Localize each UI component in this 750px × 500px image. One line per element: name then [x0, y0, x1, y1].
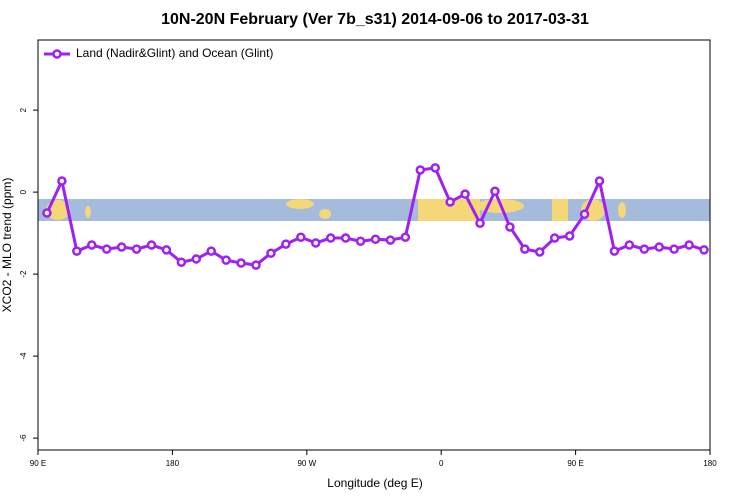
map-band	[38, 199, 710, 221]
legend-label: Land (Nadir&Glint) and Ocean (Glint)	[76, 46, 273, 60]
data-point	[206, 246, 216, 256]
data-point	[42, 208, 52, 218]
data-point	[579, 209, 590, 219]
data-point	[161, 245, 172, 255]
data-point	[191, 254, 202, 264]
data-point	[281, 239, 291, 249]
data-point	[176, 257, 187, 267]
data-point	[87, 240, 97, 250]
data-point	[430, 163, 440, 173]
data-point	[609, 246, 620, 256]
data-point	[460, 189, 470, 199]
data-point	[520, 244, 530, 254]
y-tick-label: 0	[19, 189, 28, 194]
y-tick-label: 2	[19, 107, 28, 112]
data-point	[490, 186, 500, 197]
x-tick-label: 90 E	[567, 459, 583, 468]
data-point	[325, 233, 336, 243]
data-point	[505, 222, 515, 232]
x-tick-label: 180	[703, 459, 717, 468]
legend-swatch-point	[52, 49, 62, 59]
data-point	[116, 242, 127, 252]
plot-frame	[37, 39, 711, 451]
x-tick-label: 90 E	[30, 459, 46, 468]
data-point	[699, 245, 709, 255]
data-point	[251, 260, 261, 270]
data-point	[296, 232, 306, 242]
data-point	[72, 246, 82, 256]
data-point	[146, 240, 157, 250]
data-point	[669, 244, 679, 254]
y-tick-label: -6	[19, 434, 28, 442]
data-point	[624, 240, 635, 250]
data-point	[445, 197, 455, 207]
x-tick-label: 0	[439, 459, 444, 468]
y-tick-label: -2	[19, 270, 28, 278]
y-axis-label: XCO2 - MLO trend (ppm)	[0, 178, 14, 313]
data-point	[684, 240, 694, 250]
data-point	[266, 248, 276, 258]
data-point	[221, 255, 231, 265]
data-point	[535, 247, 545, 257]
chart-title: 10N-20N February (Ver 7b_s31) 2014-09-06…	[161, 11, 589, 28]
data-point	[594, 176, 605, 186]
data-point	[475, 218, 485, 229]
data-point	[639, 244, 650, 254]
x-tick-label: 180	[166, 459, 180, 468]
data-point	[101, 244, 112, 254]
data-point	[385, 235, 396, 245]
data-point	[311, 238, 321, 248]
data-point	[400, 232, 411, 242]
x-tick-label: 90 W	[297, 459, 316, 468]
data-point	[236, 258, 246, 268]
data-point	[654, 242, 664, 252]
data-point	[415, 165, 426, 175]
data-point	[57, 176, 67, 186]
data-point	[355, 236, 366, 247]
data-point	[131, 244, 142, 254]
y-tick-label: -4	[19, 352, 28, 360]
data-point	[370, 234, 381, 245]
x-axis-label: Longitude (deg E)	[327, 476, 422, 490]
data-point	[549, 233, 560, 243]
data-point	[340, 233, 351, 243]
data-point	[564, 231, 575, 241]
